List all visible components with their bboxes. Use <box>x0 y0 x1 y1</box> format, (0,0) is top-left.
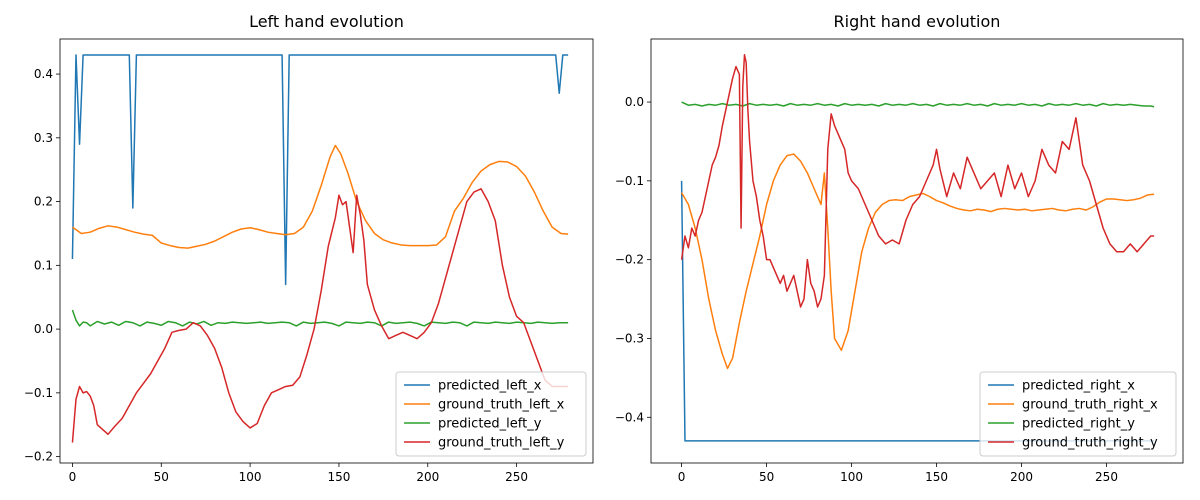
legend: predicted_right_x ground_truth_right_xpre… <box>979 371 1177 457</box>
x-tick-label: 250 <box>505 470 528 484</box>
chart-title: Right hand evolution <box>834 12 1001 31</box>
x-tick-label: 50 <box>154 470 169 484</box>
chart-panel-0: Left hand evolution 0 50 100 150 200 250 −0.2 −0… <box>24 12 594 484</box>
plot-frame <box>59 38 594 464</box>
y-tick-label: 0.0 <box>34 322 53 336</box>
x-tick-label: 200 <box>416 470 439 484</box>
x-tick-label: 200 <box>1010 470 1033 484</box>
x-tick-label: 150 <box>925 470 948 484</box>
plot-frame <box>650 38 1184 464</box>
y-tick-label: 0.3 <box>34 131 53 145</box>
chart-title: Left hand evolution <box>249 12 404 31</box>
legend-label: ground_truth_left_x <box>438 398 565 413</box>
y-tick-label: −0.2 <box>24 450 53 464</box>
series-line-ground_truth_right_x <box>680 153 1155 370</box>
y-tick-label: −0.1 <box>615 174 644 188</box>
legend-label: predicted_right_x <box>1022 379 1135 394</box>
x-tick-label: 250 <box>1095 470 1118 484</box>
legend-label: ground_truth_left_y <box>438 436 565 451</box>
legend-label: predicted_right_y <box>1022 417 1135 432</box>
series-group <box>71 54 569 443</box>
y-tick-label: 0.0 <box>625 95 644 109</box>
y-tick-label: −0.3 <box>615 331 644 345</box>
legend: predicted_left_x ground_truth_left_xpredi… <box>395 371 587 457</box>
series-line-predicted_left_x <box>71 54 569 286</box>
series-line-predicted_right_y <box>681 101 1155 108</box>
x-tick-label: 50 <box>759 470 774 484</box>
legend-label: ground_truth_right_x <box>1022 398 1158 413</box>
legend-label: predicted_left_y <box>438 417 542 432</box>
x-tick-label: 150 <box>327 470 350 484</box>
y-tick-label: −0.4 <box>615 410 644 424</box>
y-tick-label: 0.1 <box>34 258 53 272</box>
x-tick-label: 0 <box>69 470 77 484</box>
legend-label: predicted_left_x <box>438 379 542 394</box>
series-line-predicted_left_y <box>71 309 569 327</box>
legend-box <box>979 371 1177 457</box>
x-tick-label: 100 <box>239 470 262 484</box>
x-tick-label: 0 <box>678 470 686 484</box>
chart-panel-1: Right hand evolution 0 50 100 150 200 250 −0.4 −… <box>615 12 1184 484</box>
x-tick-label: 100 <box>840 470 863 484</box>
series-line-ground_truth_right_y <box>680 54 1155 308</box>
legend-label: ground_truth_right_y <box>1022 436 1158 451</box>
y-tick-label: −0.1 <box>24 386 53 400</box>
y-tick-label: 0.4 <box>34 67 53 81</box>
series-line-ground_truth_left_y <box>71 188 569 443</box>
legend-box <box>395 371 587 457</box>
series-line-ground_truth_left_x <box>72 144 569 249</box>
y-tick-label: −0.2 <box>615 253 644 267</box>
y-tick-label: 0.2 <box>34 195 53 209</box>
